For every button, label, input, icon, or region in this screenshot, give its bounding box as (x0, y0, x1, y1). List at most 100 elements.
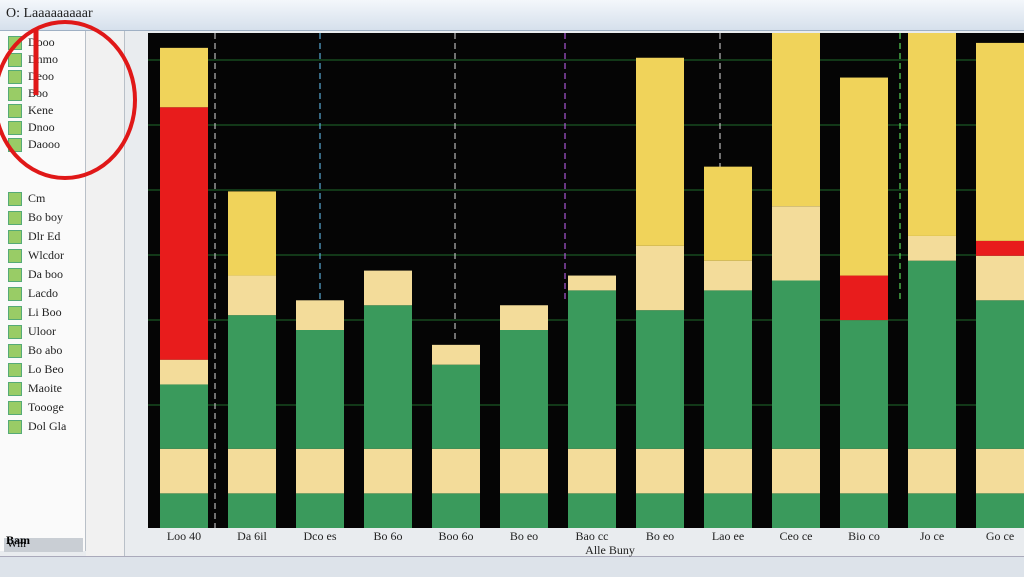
status-item[interactable]: Wm (4, 538, 83, 552)
bar-segment (296, 330, 344, 449)
bar-segment (636, 310, 684, 449)
bar-segment (908, 493, 956, 528)
bar-segment (976, 240, 1024, 256)
sidebar-item[interactable]: Da boo (8, 267, 63, 283)
bar-segment (160, 107, 208, 360)
bar-segment (772, 448, 820, 494)
item-label: Bo abo (28, 343, 63, 357)
item-icon (8, 211, 22, 226)
sidebar-item[interactable]: Maoite (8, 381, 62, 397)
sidebar-item[interactable]: Lo Beo (8, 362, 64, 378)
item-icon (8, 249, 22, 264)
bar-segment (228, 448, 276, 494)
bar-segment (636, 493, 684, 528)
sidebar-panel (86, 31, 125, 561)
bar-segment (364, 448, 412, 494)
bar-segment (228, 493, 276, 528)
bar-segment (432, 448, 480, 494)
sidebar-footer: Bam (6, 533, 30, 547)
bar-segment (500, 330, 548, 449)
sidebar-item[interactable]: Lacdo (8, 286, 58, 302)
item-label: Da boo (28, 267, 63, 281)
sidebar-item[interactable]: Dlr Ed (8, 229, 61, 245)
bar-segment (908, 260, 956, 449)
item-icon (8, 325, 22, 340)
item-label: Dnoo (28, 120, 55, 134)
bar-segment (772, 33, 820, 207)
bar-segment (364, 270, 412, 306)
item-label: Uloor (28, 324, 56, 338)
window-title: O: Laaaaaaaaar (6, 6, 93, 21)
item-icon (8, 344, 22, 359)
bar-segment (432, 493, 480, 528)
sidebar-item[interactable]: Dnoo (8, 120, 55, 136)
x-tick-label: Da 6il (237, 529, 267, 543)
sidebar-item[interactable]: Kene (8, 103, 54, 119)
item-label: Toooge (28, 400, 64, 414)
x-tick-label: Jo ce (920, 529, 944, 543)
bar-segment (228, 275, 276, 316)
bar-segment (976, 300, 1024, 449)
item-icon (8, 104, 22, 119)
bar-segment (704, 290, 752, 449)
sidebar-item[interactable]: Li Boo (8, 305, 62, 321)
bar-segment (432, 364, 480, 449)
item-icon (8, 230, 22, 245)
bar-segment (772, 280, 820, 449)
x-tick-label: Ceo ce (780, 529, 813, 543)
sidebar-item[interactable]: Bo boy (8, 210, 63, 226)
x-tick-label: Bio co (848, 529, 880, 543)
bar-segment (160, 359, 208, 385)
bar-segment (976, 255, 1024, 301)
bar-segment (364, 493, 412, 528)
bar-segment (976, 493, 1024, 528)
annotation-circle (0, 20, 137, 180)
item-icon (8, 268, 22, 283)
bar-segment (500, 493, 548, 528)
bar-segment (704, 166, 752, 261)
item-label: Daooo (28, 137, 60, 151)
bar-segment (772, 206, 820, 281)
sidebar-item[interactable]: Uloor (8, 324, 56, 340)
bar-segment (772, 493, 820, 528)
item-label: Lo Beo (28, 362, 64, 376)
item-label: Dol Gla (28, 419, 67, 433)
item-icon (8, 287, 22, 302)
bar-segment (908, 33, 956, 236)
item-icon (8, 401, 22, 416)
item-icon (8, 420, 22, 435)
sidebar-item[interactable]: Bo abo (8, 343, 63, 359)
bar-segment (568, 275, 616, 291)
bar-segment (636, 245, 684, 311)
item-icon (8, 121, 22, 136)
item-label: Dlr Ed (28, 229, 61, 243)
bar-segment (228, 191, 276, 276)
bar-segment (840, 320, 888, 449)
x-tick-label: Bo 6o (373, 529, 402, 543)
sidebar-item[interactable]: Dol Gla (8, 419, 67, 435)
sidebar-item[interactable]: Cm (8, 191, 45, 207)
x-tick-label: Boo 6o (438, 529, 473, 543)
item-icon (8, 382, 22, 397)
item-label: Kene (28, 103, 54, 117)
bar-segment (908, 235, 956, 261)
bar-segment (568, 493, 616, 528)
x-tick-label: Dco es (304, 529, 337, 543)
bar-segment (296, 448, 344, 494)
item-icon (8, 306, 22, 321)
bar-segment (840, 448, 888, 494)
bar-segment (636, 448, 684, 494)
sidebar-item[interactable]: Wlcdor (8, 248, 64, 264)
x-tick-label: Go ce (986, 529, 1014, 543)
bar-segment (908, 448, 956, 494)
bar-segment (228, 315, 276, 449)
bar-segment (364, 305, 412, 449)
sidebar-item[interactable]: Toooge (8, 400, 64, 416)
x-tick-label: Bo eo (510, 529, 538, 543)
bar-segment (704, 493, 752, 528)
bottom-bar (0, 556, 1024, 577)
item-icon (8, 70, 22, 85)
bar-segment (840, 493, 888, 528)
